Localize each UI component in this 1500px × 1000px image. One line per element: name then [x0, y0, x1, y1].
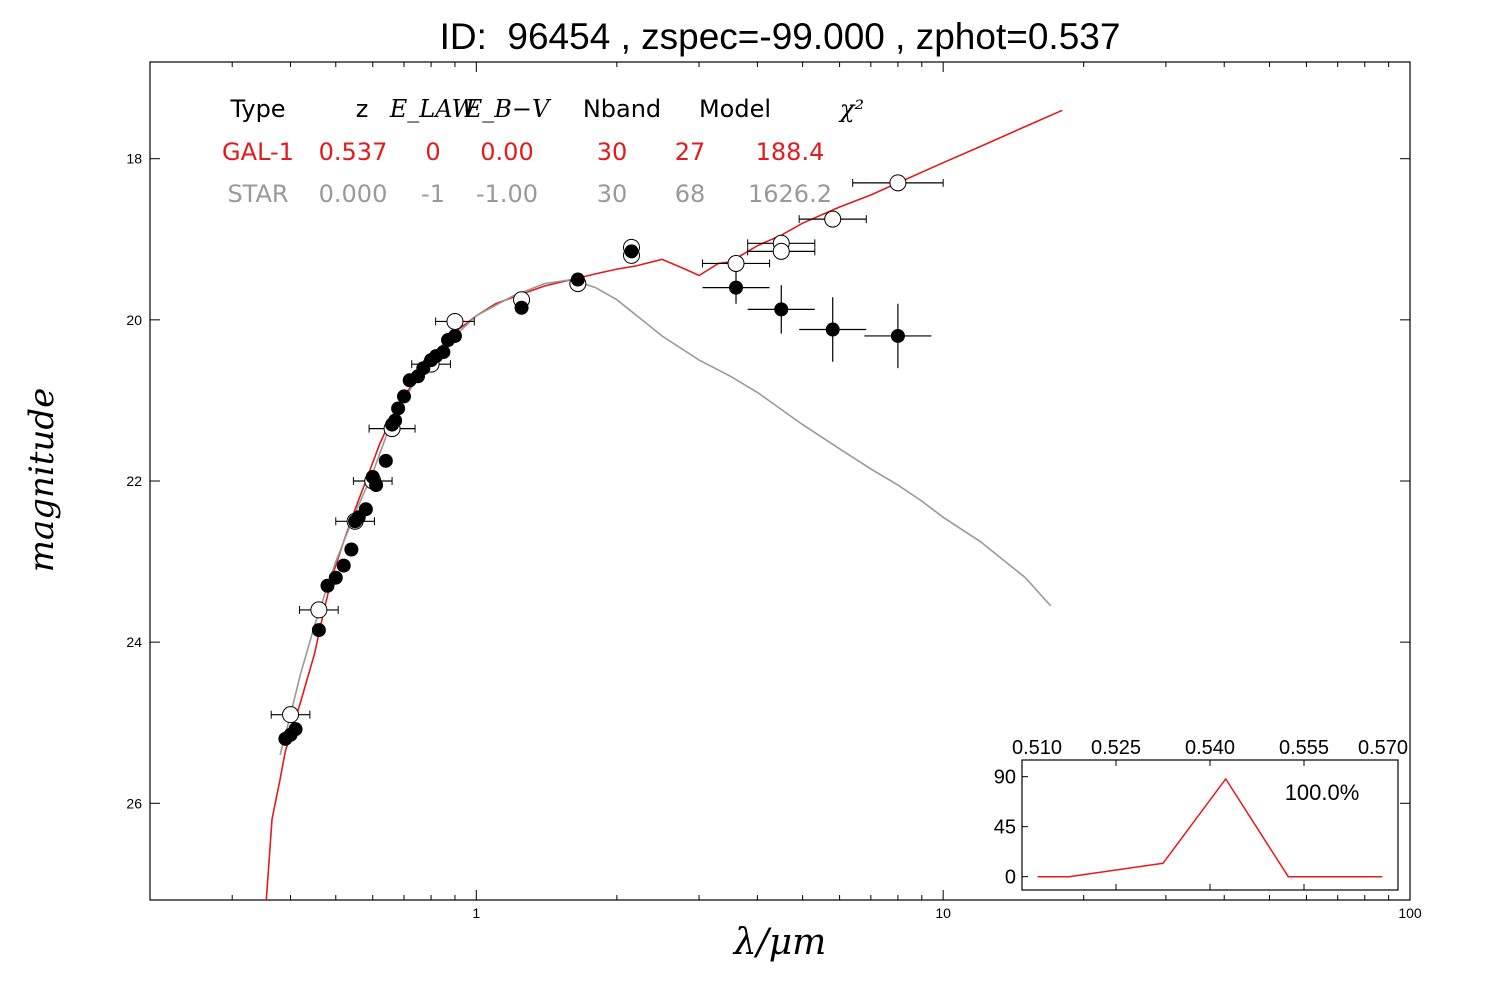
observed-photometry-point — [378, 453, 393, 468]
inset-y-tick-label: 0 — [1005, 867, 1016, 889]
model-photometry-point — [772, 242, 790, 260]
observed-photometry-point — [570, 272, 585, 287]
table-cell-nband: 30 — [597, 180, 628, 208]
model-photometry-point — [824, 210, 842, 228]
table-cell-z: 0.537 — [319, 138, 388, 166]
observed-photometry-point — [311, 623, 326, 638]
y-tick-label: 22 — [126, 473, 142, 489]
inset-y-tick-label: 45 — [994, 817, 1016, 839]
table-cell-elaw: 0 — [425, 138, 440, 166]
table-header-elaw: E_LAW — [389, 95, 479, 123]
x-tick-label: 10 — [935, 905, 951, 921]
model-photometry-point — [727, 254, 745, 272]
axis-ticks: 1 10 100 18 20 22 24 26 — [126, 62, 1422, 921]
table-cell-type: STAR — [227, 180, 288, 208]
table-header-z: z — [356, 95, 369, 123]
x-tick-label: 1 — [472, 905, 480, 921]
inset-y-tick-label: 90 — [994, 767, 1016, 789]
inset-x-tick-label: 0.555 — [1279, 737, 1329, 759]
model-photometry-point — [446, 312, 464, 330]
observed-photometry-point — [514, 300, 529, 315]
photometry-points — [270, 174, 944, 746]
observed-photometry-point — [328, 570, 343, 585]
table-header-chi2: χ² — [838, 95, 864, 123]
observed-photometry-point — [624, 244, 639, 259]
inset-pdf-curve — [1037, 777, 1383, 878]
observed-photometry-point — [391, 401, 406, 416]
table-cell-model: 68 — [675, 180, 706, 208]
inset-x-tick-label: 0.525 — [1091, 737, 1141, 759]
table-header-nband: Nband — [583, 95, 661, 123]
y-tick-label: 18 — [126, 151, 142, 167]
observed-photometry-point — [447, 328, 462, 343]
inset-x-tick-label: 0.570 — [1358, 737, 1408, 759]
y-tick-label: 20 — [126, 312, 142, 328]
star-template-curve — [279, 278, 1052, 756]
inset-frame — [1021, 759, 1399, 891]
chart-title: ID: 96454 , zspec=-99.000 , zphot=0.537 — [439, 16, 1121, 57]
table-cell-chi2: 188.4 — [756, 138, 825, 166]
table-cell-z: 0.000 — [319, 180, 388, 208]
observed-photometry-point — [388, 413, 403, 428]
table-header-model: Model — [699, 95, 771, 123]
observed-photometry-point — [729, 280, 744, 295]
table-cell-nband: 30 — [597, 138, 628, 166]
inset-pdf-chart: 0.510 0.525 0.540 0.555 0.570 0 45 90 100.0% — [994, 737, 1408, 891]
table-cell-model: 27 — [675, 138, 706, 166]
observed-photometry-point — [344, 542, 359, 557]
inset-x-tick-label: 0.540 — [1185, 737, 1235, 759]
observed-photometry-point — [369, 478, 384, 493]
observed-photometry-point — [825, 322, 840, 337]
table-cell-elaw: -1 — [421, 180, 445, 208]
table-cell-ebv: 0.00 — [480, 138, 533, 166]
observed-photometry-point — [774, 302, 789, 317]
galaxy-template-curve — [265, 109, 1063, 900]
model-photometry-point — [282, 706, 300, 724]
observed-photometry-point — [288, 722, 303, 737]
y-tick-label: 26 — [126, 795, 142, 811]
table-cell-ebv: -1.00 — [476, 180, 538, 208]
x-tick-label: 100 — [1398, 905, 1422, 921]
observed-photometry-point — [336, 558, 351, 573]
model-photometry-point — [310, 601, 328, 619]
observed-photometry-point — [436, 345, 451, 360]
model-curves — [265, 109, 1063, 900]
table-header-type: Type — [229, 95, 285, 123]
observed-photometry-point — [890, 328, 905, 343]
inset-annotation: 100.0% — [1285, 780, 1360, 805]
y-tick-label: 24 — [126, 634, 142, 650]
table-cell-type: GAL-1 — [222, 138, 294, 166]
observed-photometry-point — [358, 502, 373, 517]
model-photometry-point — [889, 174, 907, 192]
observed-photometry-point — [396, 389, 411, 404]
table-cell-chi2: 1626.2 — [748, 180, 832, 208]
table-header-ebv: E_B−V — [464, 95, 552, 123]
inset-x-tick-label: 0.510 — [1012, 737, 1062, 759]
x-axis-label: λ/μm — [733, 922, 827, 963]
